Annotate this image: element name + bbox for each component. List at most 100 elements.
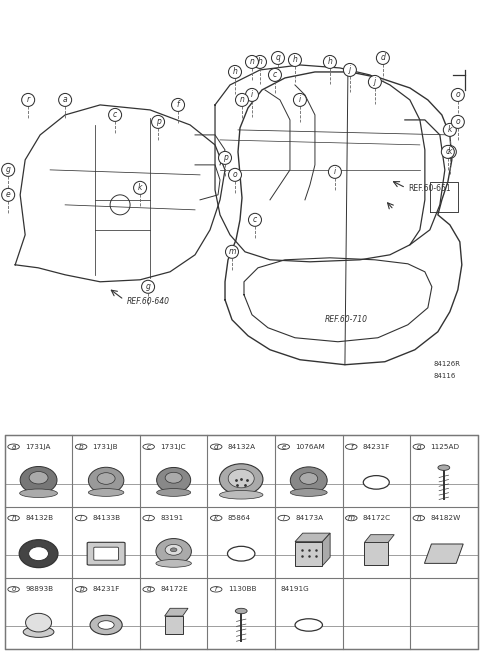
Circle shape <box>210 444 222 449</box>
Circle shape <box>210 516 222 521</box>
Ellipse shape <box>97 473 115 484</box>
Circle shape <box>59 93 72 106</box>
Circle shape <box>8 516 19 521</box>
Circle shape <box>218 152 231 165</box>
Bar <box>165 616 183 634</box>
Text: 84172C: 84172C <box>363 515 391 521</box>
Circle shape <box>143 586 155 592</box>
Polygon shape <box>295 533 330 542</box>
Circle shape <box>268 68 281 81</box>
Text: f: f <box>177 100 180 110</box>
Ellipse shape <box>290 489 327 497</box>
Text: e: e <box>281 443 286 450</box>
Circle shape <box>1 188 15 201</box>
Circle shape <box>171 98 184 112</box>
Circle shape <box>75 444 87 449</box>
Text: n: n <box>417 515 421 521</box>
Text: l: l <box>283 515 285 521</box>
Text: o: o <box>456 117 460 127</box>
Text: k: k <box>448 125 452 134</box>
Text: h: h <box>233 68 238 77</box>
Circle shape <box>228 66 241 79</box>
Text: p: p <box>79 586 84 592</box>
Ellipse shape <box>363 476 389 489</box>
Ellipse shape <box>165 472 182 483</box>
Text: 1731JB: 1731JB <box>93 443 118 450</box>
Ellipse shape <box>90 615 122 634</box>
Text: i: i <box>334 167 336 176</box>
Ellipse shape <box>170 548 177 552</box>
Circle shape <box>451 115 464 129</box>
Polygon shape <box>364 535 394 543</box>
Circle shape <box>328 165 341 178</box>
Text: c: c <box>253 215 257 224</box>
Circle shape <box>444 123 456 136</box>
Ellipse shape <box>20 489 58 497</box>
Text: 84132B: 84132B <box>25 515 53 521</box>
Circle shape <box>143 444 155 449</box>
Circle shape <box>245 56 259 68</box>
Ellipse shape <box>29 472 48 484</box>
Ellipse shape <box>228 469 254 488</box>
Text: j: j <box>374 77 376 87</box>
Text: d: d <box>214 443 218 450</box>
Text: k: k <box>448 148 452 156</box>
Ellipse shape <box>156 560 192 567</box>
Text: j: j <box>349 66 351 74</box>
FancyBboxPatch shape <box>94 547 119 560</box>
Circle shape <box>236 93 249 106</box>
Text: 1125AD: 1125AD <box>430 443 459 450</box>
Text: 84231F: 84231F <box>93 586 120 592</box>
Circle shape <box>152 115 165 129</box>
Circle shape <box>8 586 19 592</box>
Text: 85864: 85864 <box>228 515 251 521</box>
Text: r: r <box>26 95 30 104</box>
Circle shape <box>324 56 336 68</box>
Text: g: g <box>6 165 11 174</box>
Circle shape <box>143 516 155 521</box>
Text: a: a <box>12 443 16 450</box>
Ellipse shape <box>19 540 58 567</box>
Circle shape <box>376 51 389 64</box>
Ellipse shape <box>20 466 57 493</box>
Text: p: p <box>156 117 160 127</box>
Ellipse shape <box>88 467 124 493</box>
Circle shape <box>22 93 35 106</box>
Circle shape <box>1 163 15 176</box>
Text: h: h <box>11 515 16 521</box>
Circle shape <box>288 53 301 66</box>
Text: 84191G: 84191G <box>280 586 309 592</box>
Text: REF.60-710: REF.60-710 <box>325 315 368 324</box>
Text: o: o <box>233 171 237 179</box>
Circle shape <box>228 169 241 181</box>
Text: 84172E: 84172E <box>160 586 188 592</box>
Text: q: q <box>146 586 151 592</box>
Ellipse shape <box>156 539 192 564</box>
Circle shape <box>343 64 357 77</box>
Text: a: a <box>63 95 68 104</box>
Circle shape <box>142 280 155 293</box>
Ellipse shape <box>156 468 191 493</box>
Circle shape <box>278 516 289 521</box>
FancyBboxPatch shape <box>87 543 125 565</box>
Text: g: g <box>417 443 421 450</box>
Circle shape <box>444 146 456 158</box>
Ellipse shape <box>25 613 51 632</box>
Ellipse shape <box>219 491 263 499</box>
Polygon shape <box>323 533 330 565</box>
Text: 84116: 84116 <box>434 373 456 379</box>
Text: c: c <box>446 148 450 156</box>
Text: c: c <box>273 70 277 79</box>
Text: 84126R: 84126R <box>434 361 461 367</box>
Circle shape <box>278 444 289 449</box>
Text: 84182W: 84182W <box>430 515 461 521</box>
Text: REF.60-640: REF.60-640 <box>127 297 170 306</box>
Circle shape <box>75 586 87 592</box>
Text: 84132A: 84132A <box>228 443 256 450</box>
Circle shape <box>226 245 239 258</box>
Text: n: n <box>250 58 254 66</box>
Circle shape <box>249 213 262 226</box>
Text: c: c <box>113 110 117 119</box>
Text: 1076AM: 1076AM <box>295 443 325 450</box>
Text: c: c <box>147 443 151 450</box>
